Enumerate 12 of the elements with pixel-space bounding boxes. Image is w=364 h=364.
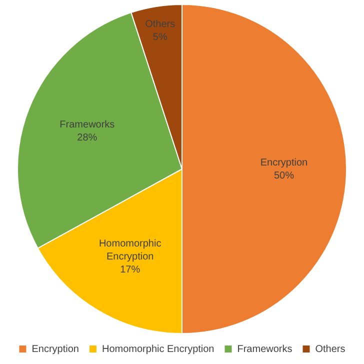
slice-label: Others [145, 19, 176, 30]
data-label: 17% [120, 264, 140, 276]
legend-label: Encryption [32, 344, 79, 355]
data-label: 5% [152, 32, 168, 44]
legend-label: Frameworks [237, 344, 292, 355]
legend-label: Others [315, 344, 346, 355]
slice-label: Encryption [260, 157, 308, 168]
data-label: 50% [274, 170, 294, 182]
slice-label: Frameworks [60, 120, 115, 131]
data-label: 28% [77, 132, 98, 144]
legend-label: Homomorphic Encryption [102, 344, 214, 355]
slice-label: Homomorphic Encryption [98, 238, 162, 263]
